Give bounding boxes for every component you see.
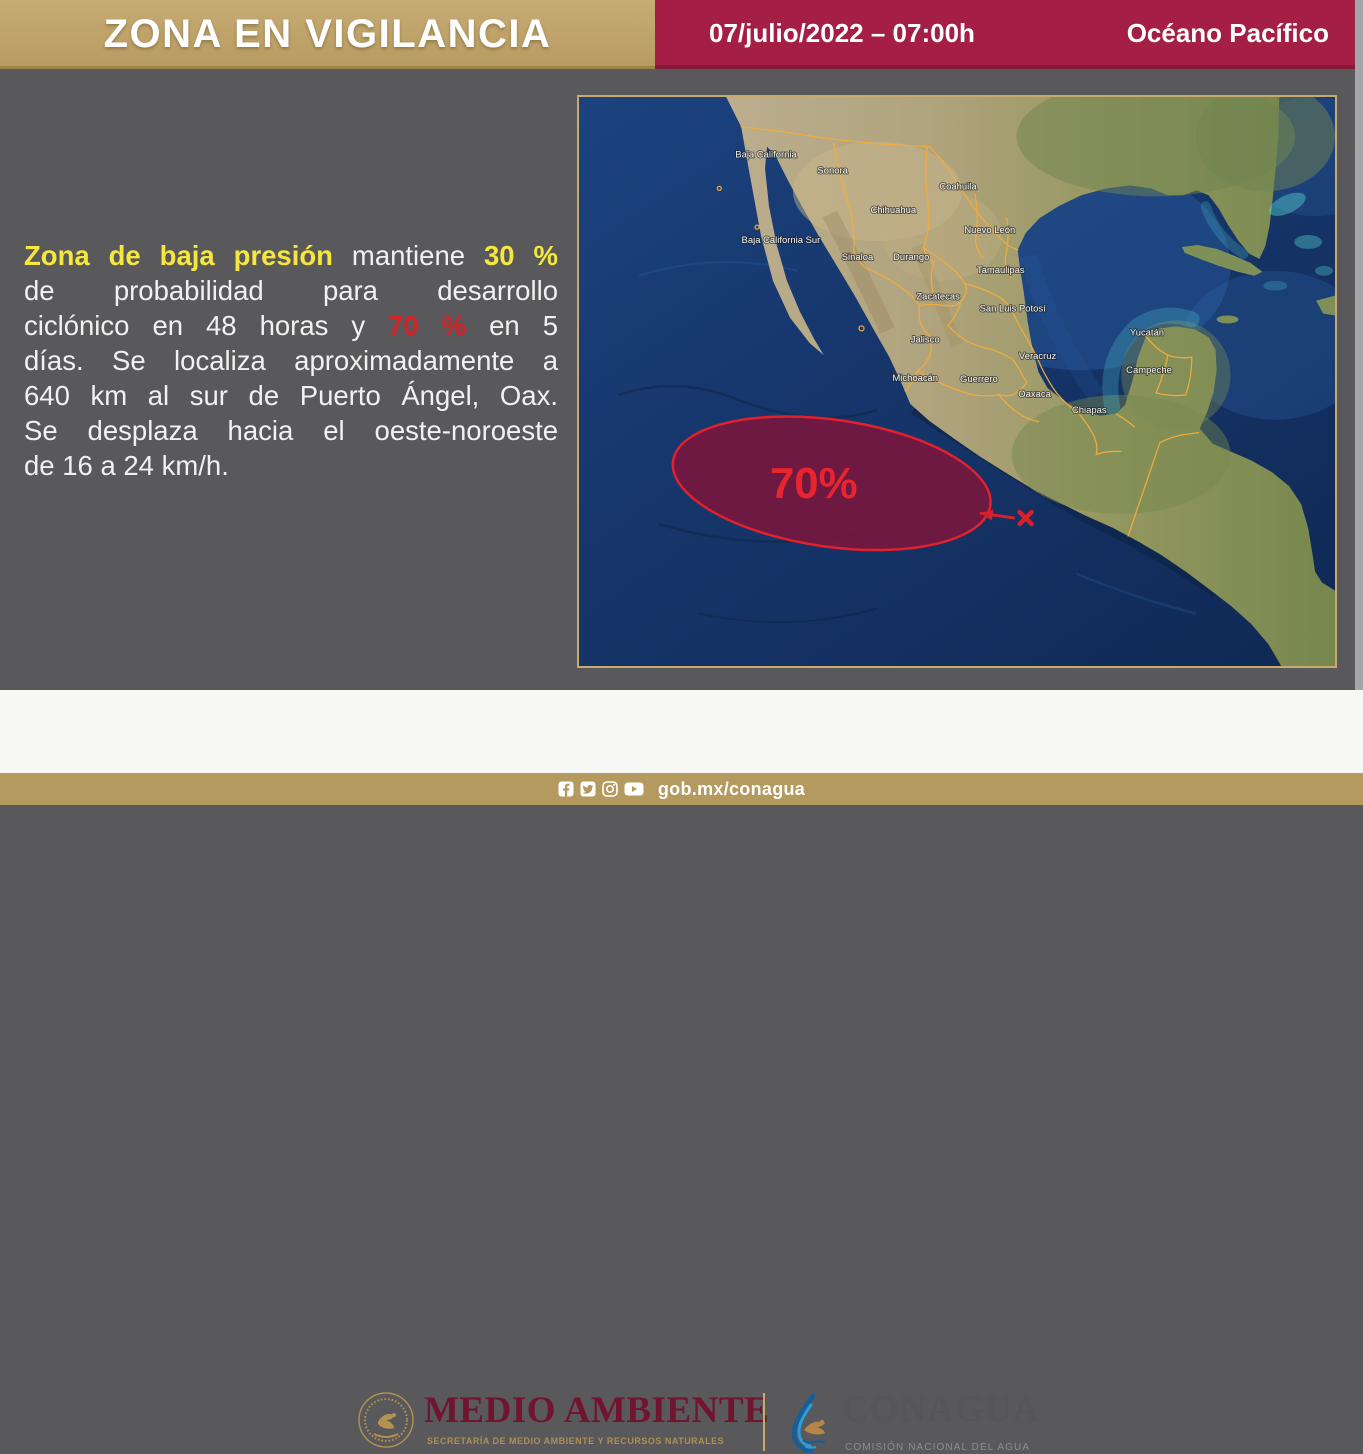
state-label: Guerrero bbox=[960, 374, 998, 385]
state-label: Coahuila bbox=[939, 181, 977, 192]
bulletin-line: de probabilidad para desarrollo bbox=[24, 275, 558, 306]
map-canvas: Baja California Sonora Coahuila Chihuahua Nu… bbox=[579, 97, 1335, 666]
probability-zone bbox=[671, 415, 992, 552]
conagua-subtitle: COMISIÓN NACIONAL DEL AGUA bbox=[845, 1442, 1031, 1453]
bulletin-line: ciclónico en 48 horas y 70 % en 5 bbox=[24, 310, 558, 341]
page-title: ZONA EN VIGILANCIA bbox=[103, 12, 552, 56]
state-label: Durango bbox=[893, 252, 929, 263]
state-label: Michoacán bbox=[892, 373, 938, 384]
state-label: Campeche bbox=[1126, 365, 1172, 376]
bulletin-line: Se desplaza hacia el oeste-noroeste bbox=[24, 415, 558, 446]
gobmx-url: gob.mx/conagua bbox=[657, 778, 806, 799]
state-label: Zacatecas bbox=[916, 292, 960, 303]
state-label: Chihuahua bbox=[870, 205, 916, 216]
youtube-icon bbox=[624, 782, 644, 796]
twitter-icon bbox=[580, 781, 596, 797]
header-title-section: ZONA EN VIGILANCIA bbox=[0, 0, 655, 69]
jamaica-island bbox=[1216, 315, 1239, 324]
header-bar: ZONA EN VIGILANCIA 07/julio/2022 – 07:00… bbox=[0, 0, 1363, 69]
bulletin-datetime: 07/julio/2022 – 07:00h bbox=[709, 17, 975, 48]
pacific-map: Baja California Sonora Coahuila Chihuahua Nu… bbox=[577, 95, 1337, 668]
cuba-island bbox=[1181, 244, 1263, 276]
bottom-social-bar: gob.mx/conagua bbox=[0, 773, 1363, 805]
bulletin-line: de 16 a 24 km/h. bbox=[24, 450, 229, 481]
bulletin-line: 640 km al sur de Puerto Ángel, Oax. bbox=[24, 380, 558, 411]
facebook-icon bbox=[558, 781, 574, 797]
mexico-eagle-emblem bbox=[358, 1392, 414, 1448]
position-arrow bbox=[979, 509, 1015, 521]
bulletin-line: Zona de baja presión mantiene 30 % bbox=[24, 240, 558, 271]
footer-brand-bar: MEDIO AMBIENTE SECRETARÍA DE MEDIO AMBIE… bbox=[0, 690, 1363, 1454]
continent-landmass bbox=[726, 97, 1335, 666]
bulletin-text: Zona de baja presión mantiene 30 % de pro… bbox=[24, 238, 558, 483]
conagua-drop-logo bbox=[791, 1393, 826, 1454]
state-label: Chiapas bbox=[1072, 405, 1107, 416]
probability-label: 70% bbox=[770, 459, 858, 508]
state-label: Oaxaca bbox=[1018, 389, 1051, 400]
system-x-marker bbox=[1017, 509, 1034, 527]
state-label: Nuevo León bbox=[964, 225, 1015, 236]
state-label: Sinaloa bbox=[842, 252, 874, 263]
state-label: Baja California Sur bbox=[742, 235, 821, 246]
state-label: San Luis Potosí bbox=[980, 303, 1047, 314]
semarnat-subtitle: SECRETARÍA DE MEDIO AMBIENTE Y RECURSOS … bbox=[427, 1436, 725, 1446]
page-edge-strip bbox=[1355, 0, 1363, 690]
state-label: Tamaulipas bbox=[977, 265, 1025, 276]
region-label: Océano Pacífico bbox=[1126, 17, 1329, 48]
bulletin-line: días. Se localiza aproximadamente a bbox=[24, 345, 558, 376]
state-borders bbox=[716, 126, 1200, 537]
logo-divider bbox=[763, 1393, 765, 1451]
state-label: Baja California bbox=[735, 150, 797, 161]
header-info-section: 07/julio/2022 – 07:00h Océano Pacífico bbox=[655, 0, 1363, 69]
hispaniola-island bbox=[1316, 295, 1335, 316]
state-labels: Baja California Sonora Coahuila Chihuahua Nu… bbox=[734, 149, 1173, 417]
semarnat-wordmark: MEDIO AMBIENTE bbox=[424, 1390, 770, 1431]
state-label: Jalisco bbox=[911, 334, 940, 345]
conagua-wordmark: CONAGUA bbox=[842, 1389, 1041, 1430]
instagram-icon bbox=[602, 781, 618, 797]
state-label: Sonora bbox=[817, 165, 848, 176]
state-label: Yucatán bbox=[1130, 327, 1164, 338]
state-label: Veracruz bbox=[1019, 351, 1057, 362]
